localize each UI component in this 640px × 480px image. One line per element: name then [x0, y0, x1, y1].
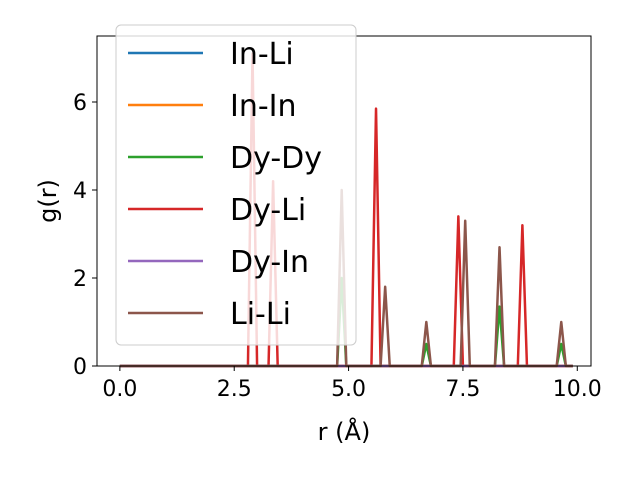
y-axis: 0 2 4 6 [73, 91, 97, 380]
y-tick-label: 4 [73, 179, 87, 204]
legend-label-dy-in: Dy-In [230, 245, 309, 280]
x-tick-label: 5.0 [331, 377, 366, 402]
x-tick-label: 0.0 [102, 377, 137, 402]
legend-label-dy-li: Dy-Li [230, 193, 306, 228]
y-axis-label: g(r) [34, 179, 62, 223]
y-tick-label: 6 [73, 91, 87, 116]
y-tick-label: 0 [73, 355, 87, 380]
legend: In-Li In-In Dy-Dy Dy-Li Dy-In Li-Li [115, 24, 357, 346]
legend-label-dy-dy: Dy-Dy [230, 141, 322, 176]
legend-label-in-in: In-In [230, 89, 297, 124]
legend-items: In-Li In-In Dy-Dy Dy-Li Dy-In Li-Li [128, 37, 322, 332]
legend-label-in-li: In-Li [230, 37, 294, 72]
legend-label-li-li: Li-Li [230, 297, 291, 332]
x-axis-label: r (Å) [318, 417, 371, 446]
x-tick-label: 10.0 [553, 377, 602, 402]
y-tick-label: 2 [73, 267, 87, 292]
x-tick-label: 2.5 [217, 377, 252, 402]
x-axis: 0.0 2.5 5.0 7.5 10.0 [102, 366, 602, 402]
x-tick-label: 7.5 [445, 377, 480, 402]
